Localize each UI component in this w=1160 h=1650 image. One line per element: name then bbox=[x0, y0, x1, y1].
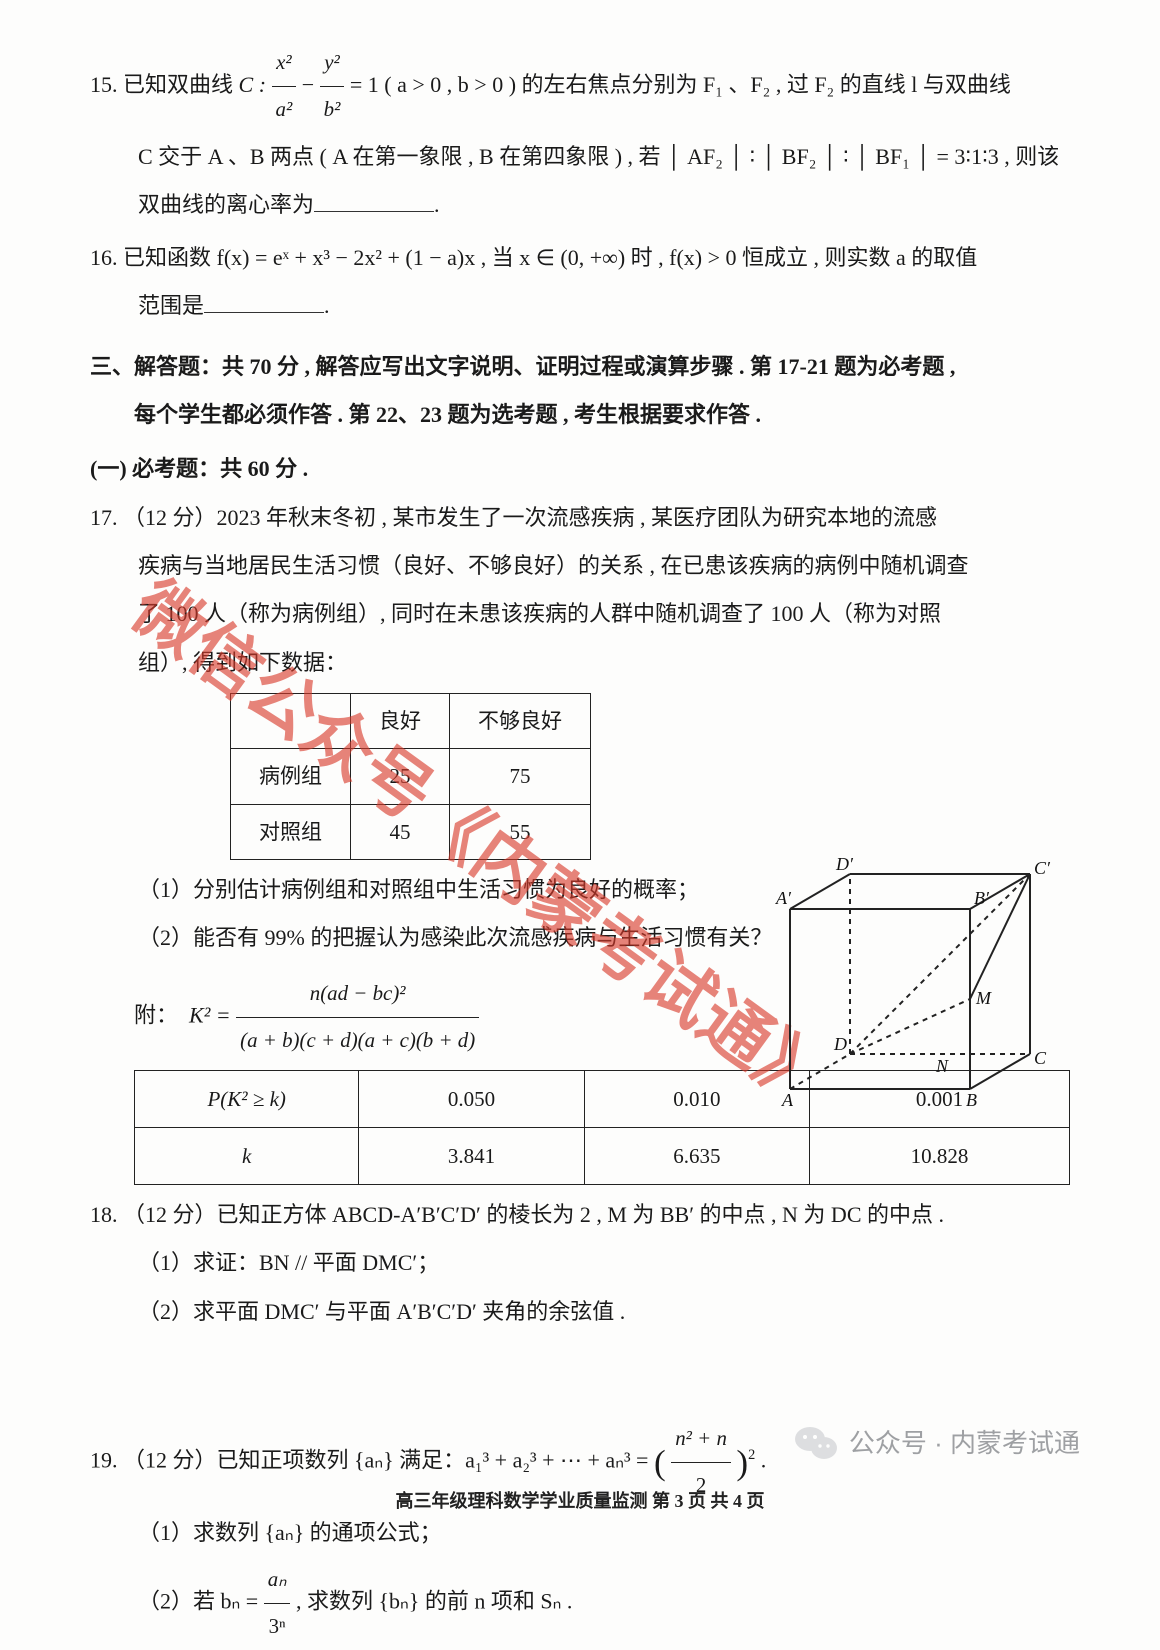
q19-part2: （2）若 bₙ = aₙ3ⁿ , 求数列 {bₙ} 的前 n 项和 Sₙ . bbox=[90, 1557, 1070, 1650]
q18-part2: （2）求平面 DMC′ 与平面 A′B′C′D′ 夹角的余弦值 . bbox=[90, 1288, 1070, 1336]
section-3-heading: 三、解答题：共 70 分 , 解答应写出文字说明、证明过程或演算步骤 . 第 1… bbox=[90, 343, 1070, 440]
label-A: A bbox=[781, 1090, 794, 1110]
q17-line2: 疾病与当地居民生活习惯（良好、不够良好）的关系 , 在已患该疾病的病例中随机调查 bbox=[90, 542, 1070, 590]
label-Dp: D′ bbox=[835, 854, 854, 874]
q16-text-2: 范围是. bbox=[90, 282, 1070, 330]
q18-line1: 18. （12 分）已知正方体 ABCD-A′B′C′D′ 的棱长为 2 , M… bbox=[90, 1191, 1070, 1239]
wechat-watermark: 公众号 · 内蒙考试通 bbox=[793, 1415, 1080, 1472]
label-Ap: A′ bbox=[775, 888, 792, 908]
label-M: M bbox=[975, 988, 992, 1008]
q17-line1: 17. （12 分）2023 年秋末冬初 , 某市发生了一次流感疾病 , 某医疗… bbox=[90, 494, 1070, 542]
wechat-text: 公众号 · 内蒙考试通 bbox=[849, 1415, 1080, 1472]
label-Cp: C′ bbox=[1034, 858, 1051, 878]
label-C: C bbox=[1034, 1048, 1047, 1068]
q15-text-1: 15. 已知双曲线 C : x²a² − y²b² = 1 ( a > 0 , … bbox=[90, 72, 1011, 97]
wechat-icon bbox=[793, 1423, 839, 1463]
label-Bp: B′ bbox=[974, 888, 990, 908]
q15-text-2: C 交于 A 、B 两点 ( A 在第一象限 , B 在第四象限 ) , 若 │… bbox=[90, 133, 1070, 181]
q15: 15. 已知双曲线 C : x²a² − y²b² = 1 ( a > 0 , … bbox=[90, 40, 1070, 230]
page-footer: 高三年级理科数学学业质量监测 第 3 页 共 4 页 bbox=[0, 1482, 1160, 1522]
subsection-1: (一) 必考题：共 60 分 . bbox=[90, 445, 1070, 493]
cube-figure: A B C D A′ B′ C′ D′ M N bbox=[760, 854, 1060, 1131]
label-D: D bbox=[833, 1034, 847, 1054]
q16: 16. 已知函数 f(x) = eˣ + x³ − 2x² + (1 − a)x… bbox=[90, 234, 1070, 331]
q17-line4: 组）, 得到如下数据： bbox=[90, 639, 1070, 687]
q17-data-table: 良好不够良好 病例组2575 对照组4555 bbox=[230, 693, 1070, 860]
q15-text-3: 双曲线的离心率为. bbox=[90, 181, 1070, 229]
q18: 18. （12 分）已知正方体 ABCD-A′B′C′D′ 的棱长为 2 , M… bbox=[90, 1191, 1070, 1336]
label-N: N bbox=[935, 1056, 949, 1076]
q18-part1: （1）求证：BN // 平面 DMC′； bbox=[90, 1239, 1070, 1287]
label-B: B bbox=[966, 1090, 977, 1110]
q16-text-1: 16. 已知函数 f(x) = eˣ + x³ − 2x² + (1 − a)x… bbox=[90, 234, 1070, 282]
q17-line3: 了 100 人（称为病例组）, 同时在未患该疾病的人群中随机调查了 100 人（… bbox=[90, 590, 1070, 638]
